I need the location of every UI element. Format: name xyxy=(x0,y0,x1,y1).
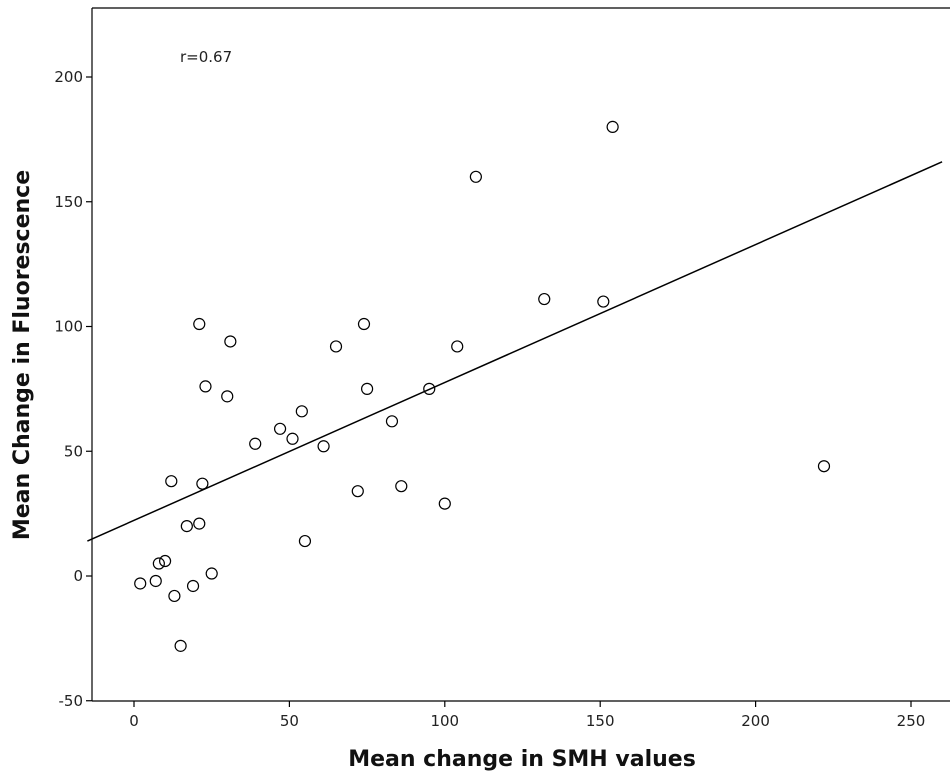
data-point xyxy=(357,317,371,331)
x-axis-title: Mean change in SMH values xyxy=(348,747,696,772)
data-point xyxy=(295,405,308,418)
x-tick-label: 100 xyxy=(430,712,459,730)
data-point xyxy=(351,485,364,498)
data-point xyxy=(152,557,165,570)
y-tick-label: 100 xyxy=(54,318,83,336)
y-tick-label: -50 xyxy=(59,692,84,710)
data-point xyxy=(817,460,831,473)
data-point xyxy=(286,432,299,445)
data-point xyxy=(193,517,206,530)
data-point xyxy=(174,639,187,652)
data-point xyxy=(224,335,237,348)
x-tick-label: 200 xyxy=(741,712,770,730)
data-point xyxy=(329,340,343,353)
data-point xyxy=(199,380,212,393)
data-point xyxy=(469,170,482,183)
data-point xyxy=(273,422,287,435)
data-point xyxy=(165,475,178,488)
correlation-annotation: r=0.67 xyxy=(180,48,232,66)
y-tick-label: 0 xyxy=(73,567,83,585)
x-tick-label: 0 xyxy=(129,712,139,730)
data-point xyxy=(395,480,408,493)
data-point xyxy=(438,497,451,510)
data-point xyxy=(205,567,218,580)
data-point xyxy=(196,477,209,490)
data-point xyxy=(385,415,399,428)
data-point xyxy=(597,295,610,308)
y-axis-title: Mean Change in Fluorescence xyxy=(10,170,35,540)
y-tick-label: 50 xyxy=(64,442,83,460)
y-tick-label: 150 xyxy=(54,193,83,211)
y-tick-label: 200 xyxy=(54,68,83,86)
x-tick-label: 250 xyxy=(897,712,926,730)
fit-line xyxy=(87,161,943,542)
x-tick-label: 150 xyxy=(586,712,615,730)
x-tick-label: 50 xyxy=(280,712,299,730)
data-point xyxy=(186,579,200,593)
data-point xyxy=(149,574,162,588)
data-point xyxy=(451,340,464,353)
data-point xyxy=(193,317,206,331)
data-point xyxy=(221,390,234,403)
data-point xyxy=(158,554,172,568)
data-point xyxy=(423,382,436,395)
data-point xyxy=(180,519,193,533)
data-point xyxy=(168,589,181,603)
data-point xyxy=(317,440,330,453)
data-point xyxy=(538,292,551,306)
data-point xyxy=(134,577,147,590)
data-point xyxy=(361,382,374,395)
data-point xyxy=(249,437,262,450)
data-point xyxy=(606,120,619,134)
data-point xyxy=(298,534,312,548)
